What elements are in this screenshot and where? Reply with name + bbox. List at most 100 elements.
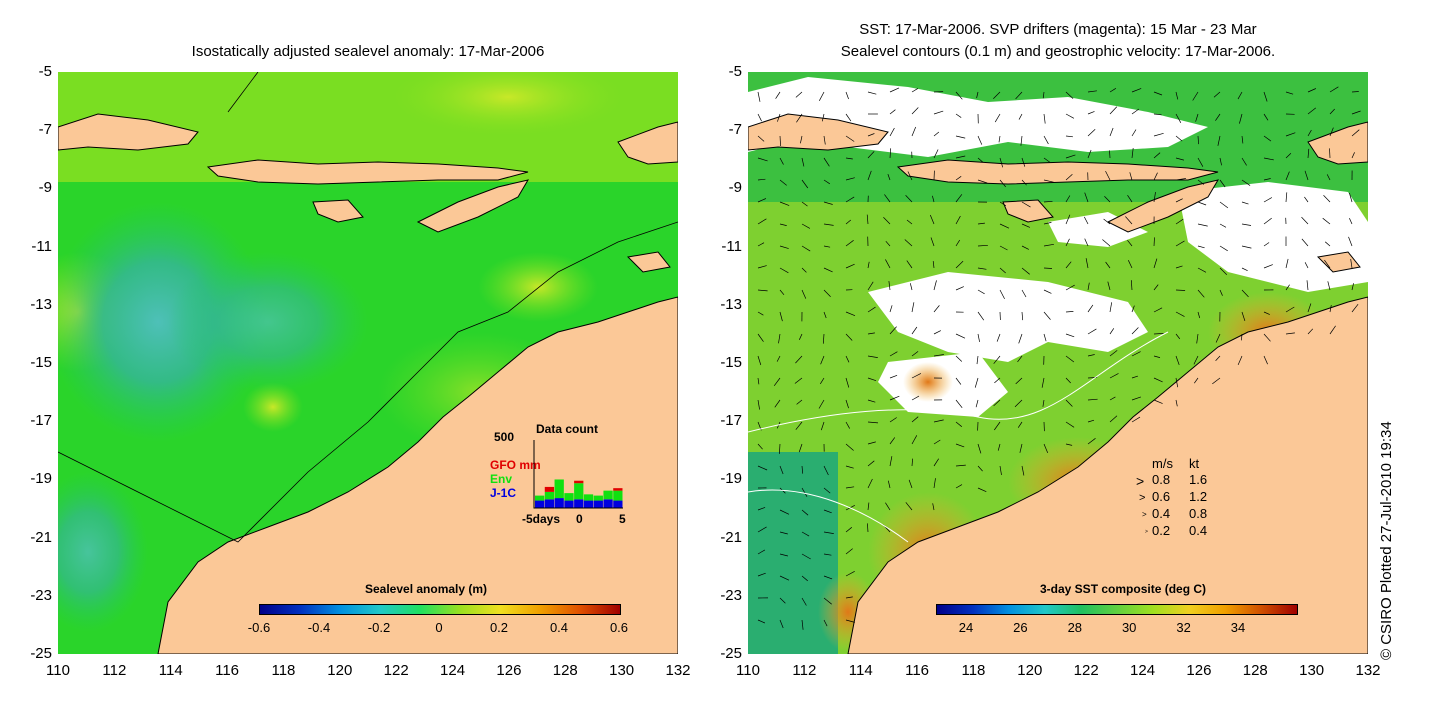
velocity-arrow	[1263, 91, 1268, 102]
velocity-arrow	[1153, 91, 1163, 96]
velocity-arrow	[845, 355, 850, 363]
velocity-arrow	[757, 377, 760, 385]
right-colorbar-title: 3-day SST composite (deg C)	[1040, 582, 1207, 596]
velocity-arrow	[818, 91, 825, 101]
velocity-arrow	[1285, 132, 1296, 137]
velocity-arrow	[889, 127, 895, 137]
velocity-arrow	[932, 195, 935, 203]
velocity-legend-header-kt: kt	[1189, 456, 1200, 471]
velocity-arrow	[1307, 328, 1314, 335]
velocity-arrow	[777, 113, 781, 122]
velocity-arrow	[867, 523, 869, 533]
velocity-arrow	[887, 173, 891, 181]
velocity-arrow	[1083, 216, 1089, 225]
data-count-title: Data count	[536, 422, 599, 436]
velocity-arrow	[1015, 377, 1023, 385]
velocity-arrow	[757, 465, 768, 471]
velocity-arrow	[955, 91, 963, 100]
velocity-arrow	[1065, 214, 1071, 225]
velocity-arrow	[1131, 327, 1139, 335]
velocity-arrow	[845, 443, 854, 451]
velocity-arrow	[867, 441, 876, 445]
velocity-arrow	[757, 355, 762, 366]
velocity-arrow	[1241, 201, 1249, 205]
data-count-bar-env	[613, 490, 623, 501]
velocity-arrow	[1285, 258, 1289, 269]
velocity-arrow	[1239, 113, 1243, 124]
right-x-tick-label: 130	[1299, 662, 1325, 679]
velocity-arrow	[1065, 135, 1073, 138]
velocity-arrow	[933, 280, 937, 291]
velocity-arrow	[1219, 289, 1223, 296]
velocity-arrow	[779, 201, 790, 206]
velocity-arrow	[779, 575, 790, 581]
velocity-arrow	[801, 223, 811, 229]
right-colorbar-tick: 34	[1230, 620, 1246, 635]
velocity-arrow	[911, 88, 919, 93]
right-panel-title-line1: SST: 17-Mar-2006. SVP drifters (magenta)…	[859, 21, 1257, 38]
velocity-arrow	[1153, 333, 1164, 335]
velocity-arrow	[1065, 333, 1075, 338]
velocity-arrow	[977, 222, 985, 225]
velocity-arrow	[1014, 399, 1023, 408]
velocity-arrow	[1197, 201, 1207, 206]
velocity-arrow	[1109, 302, 1113, 313]
velocity-arrow	[883, 217, 891, 225]
velocity-arrow	[1109, 106, 1118, 115]
right-y-tick-label: -13	[720, 295, 742, 313]
velocity-arrow	[801, 245, 811, 252]
right-y-tick-label: -21	[720, 528, 742, 546]
velocity-arrow	[1307, 107, 1317, 115]
velocity-arrow	[823, 179, 830, 185]
velocity-arrow	[1263, 333, 1271, 342]
velocity-arrow	[955, 176, 962, 181]
velocity-arrow	[1195, 113, 1199, 122]
velocity-arrow	[955, 443, 965, 448]
velocity-arrow	[1017, 421, 1023, 428]
velocity-arrow	[1065, 261, 1072, 269]
velocity-arrow	[933, 478, 936, 489]
velocity-arrow	[757, 619, 766, 624]
right-y-tick-label: -15	[720, 354, 742, 371]
velocity-arrow	[977, 244, 988, 247]
velocity-arrow	[779, 443, 781, 454]
velocity-arrow	[1153, 355, 1161, 358]
velocity-arrow	[867, 478, 873, 489]
velocity-arrow	[1084, 238, 1089, 247]
velocity-arrow	[1285, 332, 1295, 335]
right-x-tick-label: 126	[1186, 662, 1212, 679]
velocity-arrow	[779, 157, 784, 165]
velocity-arrow	[757, 198, 767, 203]
velocity-arrow	[889, 456, 893, 467]
left-y-tick-label: -9	[38, 179, 52, 197]
left-colorbar-tick: 0.6	[609, 620, 629, 635]
left-y-tick-label: -15	[30, 354, 52, 371]
velocity-arrow	[823, 289, 831, 297]
right-x-tick-label: 116	[905, 662, 930, 679]
data-count-series-gfo: GFO mm	[490, 458, 541, 472]
left-y-tick-label: -21	[30, 528, 52, 546]
velocity-arrow	[1241, 135, 1244, 144]
data-count-bar-j1c	[583, 500, 594, 508]
left-colorbar-tick: 0.4	[549, 620, 569, 635]
copyright-notice: © CSIRO Plotted 27-Jul-2010 19:34	[1378, 421, 1395, 660]
velocity-arrow	[757, 549, 766, 555]
velocity-arrow	[845, 333, 853, 341]
velocity-arrow	[798, 333, 803, 340]
velocity-arrow	[1306, 280, 1309, 291]
velocity-arrow	[823, 245, 831, 248]
right-y-tick-label: -7	[728, 121, 742, 139]
velocity-arrow	[885, 259, 891, 269]
velocity-arrow	[1129, 172, 1133, 181]
velocity-arrow	[1307, 148, 1310, 159]
velocity-arrow	[773, 377, 781, 387]
velocity-arrow	[1323, 194, 1331, 203]
velocity-arrow	[1131, 416, 1141, 423]
velocity-arrow	[779, 509, 790, 515]
velocity-arrow	[994, 113, 1001, 123]
velocity-arrow	[823, 135, 826, 145]
right-y-tick-label: -11	[721, 237, 742, 255]
velocity-arrow	[1018, 113, 1023, 120]
velocity-arrow	[1175, 355, 1180, 366]
velocity-legend-arrow-icon: >	[1136, 473, 1145, 489]
